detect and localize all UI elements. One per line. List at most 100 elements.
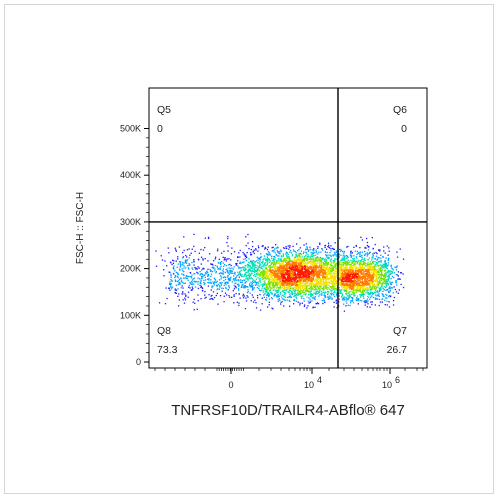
event-dot	[385, 262, 387, 265]
event-dot	[338, 262, 341, 264]
event-dot	[377, 295, 380, 297]
event-dot	[388, 286, 391, 288]
event-dot	[186, 249, 189, 251]
event-dot	[328, 257, 330, 259]
event-dot	[342, 264, 345, 266]
event-dot	[346, 302, 348, 304]
event-dot	[247, 278, 249, 280]
event-dot	[282, 286, 284, 288]
event-dot	[261, 261, 263, 263]
event-dot	[260, 266, 262, 268]
event-dot	[277, 251, 279, 253]
event-dot	[229, 271, 232, 273]
event-dot	[254, 299, 256, 301]
event-dot	[200, 298, 202, 300]
event-dot	[285, 246, 287, 248]
event-dot	[247, 271, 249, 273]
event-dot	[242, 295, 244, 297]
event-dot	[276, 296, 278, 298]
event-dot	[215, 256, 217, 258]
event-dot	[177, 273, 180, 276]
event-dot	[368, 257, 371, 259]
event-dot	[170, 276, 172, 278]
event-dot	[278, 288, 280, 290]
event-dot	[266, 263, 269, 265]
event-dot	[363, 284, 365, 286]
event-dot	[346, 288, 349, 291]
event-dot	[340, 272, 342, 274]
event-dot	[220, 263, 222, 265]
event-dot	[305, 251, 307, 254]
event-dot	[262, 245, 264, 247]
event-dot	[366, 290, 368, 292]
event-dot	[366, 288, 368, 290]
event-dot	[259, 275, 261, 277]
event-dot	[315, 250, 317, 253]
event-dot	[371, 293, 374, 295]
event-dot	[327, 270, 329, 272]
event-dot	[271, 282, 273, 284]
event-dot	[289, 305, 291, 307]
event-dot	[280, 258, 282, 260]
event-dot	[332, 262, 334, 264]
event-dot	[323, 276, 325, 278]
event-dot	[290, 285, 292, 287]
event-dot	[316, 293, 318, 295]
event-dot	[325, 248, 328, 250]
event-dot	[312, 261, 314, 264]
event-dot	[218, 279, 221, 281]
event-dot	[172, 262, 175, 264]
event-dot	[230, 276, 232, 278]
event-dot	[228, 287, 230, 289]
event-dot	[355, 299, 357, 301]
event-dot	[296, 280, 298, 283]
event-dot	[327, 287, 329, 289]
event-dot	[322, 278, 324, 280]
event-dot	[244, 255, 247, 257]
event-dot	[282, 269, 285, 271]
event-dot	[258, 262, 260, 264]
event-dot	[268, 304, 270, 306]
event-dot	[377, 291, 379, 293]
event-dot	[352, 291, 354, 294]
event-dot	[326, 256, 328, 258]
event-dot	[351, 283, 353, 285]
event-dot	[238, 266, 240, 268]
event-dot	[238, 302, 240, 304]
event-dot	[373, 288, 375, 290]
event-dot	[297, 262, 300, 264]
event-dot	[378, 293, 380, 295]
event-dot	[374, 291, 376, 293]
event-dot	[295, 295, 297, 297]
event-dot	[253, 287, 255, 289]
event-dot	[230, 264, 232, 267]
event-dot	[238, 289, 240, 291]
event-dot	[264, 246, 266, 249]
event-dot	[263, 258, 265, 260]
event-dot	[315, 269, 317, 271]
event-dot	[203, 279, 205, 282]
event-dot	[332, 269, 334, 271]
event-dot	[324, 267, 326, 269]
event-dot	[246, 251, 248, 254]
event-dot	[299, 266, 302, 268]
event-dot	[266, 277, 268, 279]
event-dot	[268, 293, 270, 295]
event-dot	[352, 297, 354, 300]
event-dot	[236, 275, 238, 277]
event-dot	[229, 268, 231, 270]
event-dot	[361, 264, 363, 266]
event-dot	[373, 276, 375, 278]
event-dot	[374, 243, 376, 246]
event-dot	[362, 285, 364, 287]
event-dot	[354, 263, 356, 266]
event-dot	[212, 265, 214, 267]
event-dot	[230, 272, 232, 274]
event-dot	[262, 260, 264, 262]
event-dot	[400, 272, 402, 274]
event-dot	[233, 272, 235, 275]
event-dot	[363, 293, 366, 295]
event-dot	[270, 262, 272, 264]
event-dot	[324, 271, 326, 274]
event-dot	[369, 289, 371, 291]
